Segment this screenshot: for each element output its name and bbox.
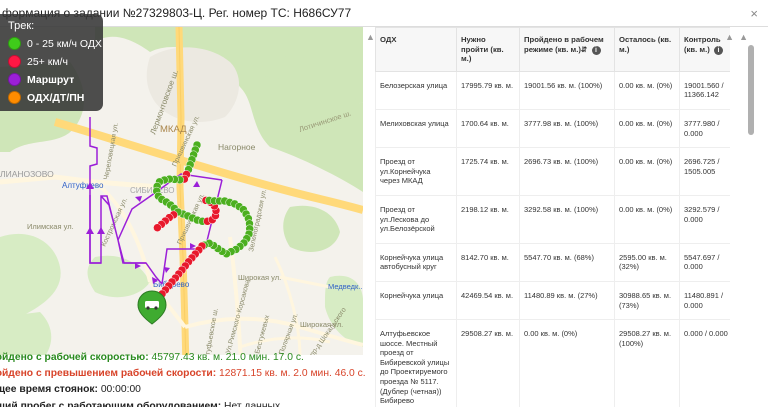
svg-text:Алтуфьево: Алтуфьево (62, 181, 104, 190)
svg-text:Медведк...: Медведк... (328, 282, 363, 291)
svg-text:МКАД: МКАД (160, 124, 187, 135)
svg-text:СИБИРЕВО: СИБИРЕВО (130, 186, 175, 195)
svg-text:Илимская ул.: Илимская ул. (27, 222, 74, 231)
svg-text:ЛИАНОЗОВО: ЛИАНОЗОВО (0, 169, 54, 179)
svg-text:Нагорное: Нагорное (218, 142, 256, 152)
